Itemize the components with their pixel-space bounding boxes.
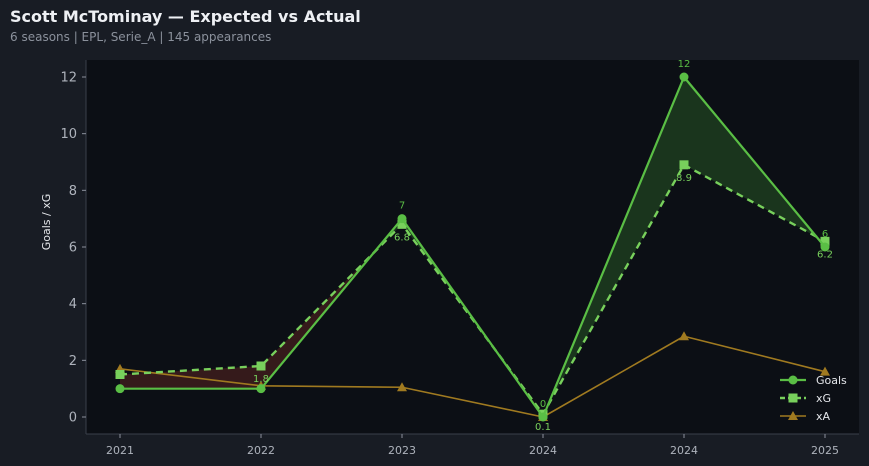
y-tick-label: 6	[69, 241, 77, 256]
goals-data-label: 6	[822, 229, 828, 240]
chart-subtitle: 6 seasons | EPL, Serie_A | 145 appearanc…	[10, 30, 272, 44]
x-tick-label: 2022	[247, 444, 275, 457]
xa-line	[119, 335, 826, 418]
goals-data-label: 0	[540, 399, 546, 410]
data-labels: 7 0 12 6 1.8 6.8 0.1 8.9 6.2	[253, 59, 833, 433]
goals-point	[397, 214, 407, 224]
legend: Goals xG xA	[780, 374, 847, 423]
legend-label-goals: Goals	[816, 374, 847, 387]
axes: 0 2 4 6 8 10 12 2021 2022 2023 2024 2024 2025 Goals /…	[40, 60, 859, 457]
goals-point	[115, 384, 125, 394]
xg-data-label: 6.8	[394, 232, 410, 243]
xa-point	[820, 366, 830, 376]
legend-marker-goals	[788, 375, 798, 385]
xg-point	[397, 219, 407, 229]
xg-point	[679, 160, 689, 170]
goals-point	[256, 384, 266, 394]
xg-data-label: 0.1	[535, 422, 551, 433]
goals-data-label: 12	[678, 59, 691, 70]
y-tick-label: 0	[69, 411, 77, 426]
series-group	[115, 72, 830, 422]
x-tick-label: 2023	[388, 444, 416, 457]
goals-point	[538, 412, 548, 422]
xg-point	[820, 236, 830, 246]
legend-marker-xg	[788, 393, 798, 403]
xg-point	[256, 361, 266, 371]
xa-point	[679, 331, 689, 341]
goals-point	[820, 242, 830, 252]
x-tick-label: 2024	[529, 444, 557, 457]
y-tick-label: 12	[60, 71, 77, 86]
x-tick-label: 2021	[106, 444, 134, 457]
y-tick-label: 2	[69, 354, 77, 369]
xg-point	[115, 370, 125, 379]
goals-line	[120, 75, 826, 419]
y-tick-label: 10	[60, 127, 77, 142]
legend-label-xg: xG	[816, 392, 831, 405]
x-tick-label: 2024	[670, 444, 698, 457]
goals-point	[679, 72, 689, 82]
xa-point	[397, 382, 407, 392]
x-tick-label: 2025	[811, 444, 839, 457]
chart-title: Scott McTominay — Expected vs Actual	[10, 7, 361, 26]
y-tick-label: 4	[69, 297, 77, 312]
y-axis-label: Goals / xG	[40, 194, 53, 251]
xg-data-label: 6.2	[817, 249, 833, 260]
legend-marker-xa	[788, 411, 798, 420]
xg-data-label: 1.8	[253, 374, 269, 385]
legend-label-xa: xA	[816, 410, 831, 423]
goals-data-label: 7	[399, 201, 405, 212]
xg-data-label: 8.9	[676, 173, 692, 184]
y-tick-label: 8	[69, 184, 77, 199]
